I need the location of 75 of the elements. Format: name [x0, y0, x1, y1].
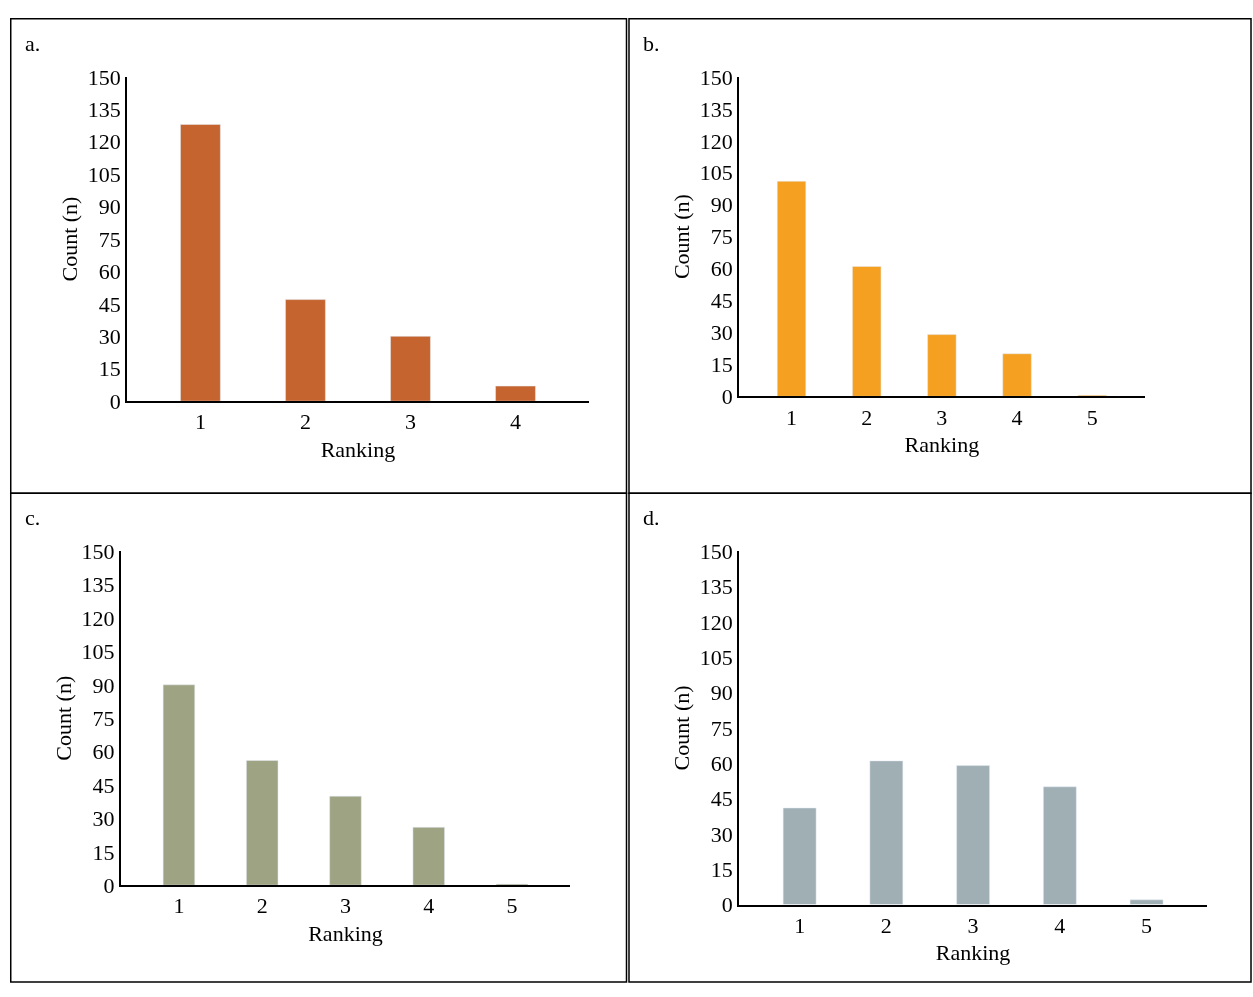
- y-tick-label: 60: [710, 750, 733, 776]
- y-axis-title: Count (n): [669, 685, 695, 771]
- y-tick-label: 0: [103, 872, 115, 898]
- y-tick-label: 120: [87, 129, 121, 155]
- y-tick-label: 0: [721, 384, 733, 410]
- chart-title: b.: [643, 31, 660, 56]
- y-tick-label: 105: [81, 639, 115, 665]
- y-tick-label: 120: [81, 605, 115, 631]
- x-tick-label: 4: [1011, 404, 1023, 430]
- x-axis-title: Ranking: [935, 940, 1011, 966]
- x-tick-label: 3: [339, 893, 351, 919]
- x-axis-title: Ranking: [904, 431, 980, 457]
- x-tick-label: 3: [404, 409, 416, 435]
- y-axis-title: Count (n): [669, 194, 695, 280]
- y-tick-label: 30: [710, 320, 733, 346]
- y-tick-label: 105: [87, 161, 121, 187]
- x-tick-label: 4: [423, 893, 435, 919]
- y-tick-label: 90: [92, 672, 115, 698]
- y-tick-label: 0: [721, 892, 733, 918]
- y-tick-label: 150: [81, 538, 115, 564]
- y-tick-label: 120: [699, 609, 733, 635]
- x-tick-label: 1: [194, 409, 206, 435]
- y-tick-label: 75: [710, 224, 733, 250]
- x-tick-label: 2: [256, 893, 268, 919]
- y-tick-label: 75: [710, 715, 733, 741]
- y-tick-label: 150: [699, 64, 733, 90]
- y-axis-title: Count (n): [57, 196, 83, 282]
- y-tick-label: 60: [92, 739, 115, 765]
- x-tick-label: 2: [861, 404, 873, 430]
- x-tick-label: 5: [1086, 404, 1098, 430]
- y-tick-label: 30: [98, 324, 121, 350]
- x-tick-label: 5: [506, 893, 518, 919]
- y-tick-label: 150: [699, 538, 733, 564]
- y-tick-label: 60: [710, 256, 733, 282]
- x-tick-label: 1: [173, 893, 185, 919]
- y-tick-label: 60: [98, 259, 121, 285]
- y-tick-label: 45: [92, 772, 115, 798]
- y-tick-label: 135: [81, 572, 115, 598]
- y-tick-label: 75: [98, 226, 121, 252]
- x-tick-label: 1: [794, 912, 806, 938]
- y-tick-label: 15: [710, 352, 733, 378]
- chart-title: c.: [25, 505, 41, 530]
- y-tick-label: 105: [699, 160, 733, 186]
- y-tick-label: 135: [699, 96, 733, 122]
- x-axis-title: Ranking: [308, 920, 383, 946]
- y-tick-label: 90: [710, 680, 733, 706]
- y-tick-label: 45: [98, 291, 121, 317]
- y-tick-label: 135: [87, 97, 121, 123]
- x-tick-label: 4: [510, 409, 522, 435]
- y-tick-label: 0: [109, 388, 121, 414]
- chart-title: d.: [643, 505, 660, 530]
- y-axis-title: Count (n): [50, 675, 76, 761]
- y-tick-label: 30: [710, 821, 733, 847]
- x-tick-label: 2: [299, 409, 311, 435]
- x-tick-label: 5: [1141, 912, 1153, 938]
- y-tick-label: 15: [710, 856, 733, 882]
- y-tick-label: 120: [699, 128, 733, 154]
- y-tick-label: 45: [710, 786, 733, 812]
- x-tick-label: 3: [967, 912, 979, 938]
- y-tick-label: 90: [710, 192, 733, 218]
- x-tick-label: 3: [936, 404, 948, 430]
- x-tick-label: 1: [786, 404, 798, 430]
- y-tick-label: 45: [710, 288, 733, 314]
- x-axis-title: Ranking: [320, 436, 396, 462]
- y-tick-label: 135: [699, 574, 733, 600]
- y-tick-label: 150: [87, 64, 121, 90]
- y-tick-label: 15: [92, 839, 115, 865]
- y-tick-label: 15: [98, 356, 121, 382]
- x-tick-label: 4: [1054, 912, 1066, 938]
- y-tick-label: 75: [92, 705, 115, 731]
- chart-title: a.: [25, 31, 41, 56]
- y-tick-label: 30: [92, 806, 115, 832]
- y-tick-label: 105: [699, 644, 733, 670]
- y-tick-label: 90: [98, 194, 121, 220]
- x-tick-label: 2: [880, 912, 892, 938]
